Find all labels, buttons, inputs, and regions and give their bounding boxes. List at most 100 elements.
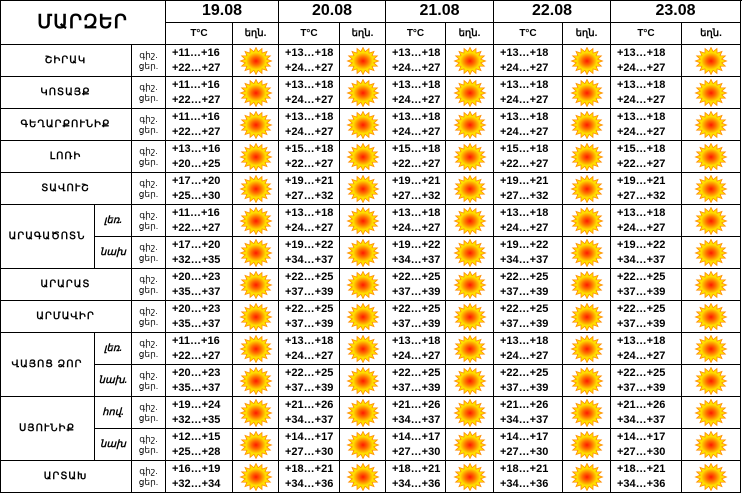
weather-cell	[446, 77, 494, 109]
sun-icon	[238, 46, 273, 75]
night-label: գիշ.	[139, 337, 158, 348]
weather-cell	[446, 461, 494, 493]
subregion-label: լեռ.	[95, 205, 132, 237]
day-temperature: +34…+36	[392, 477, 441, 490]
weather-cell	[446, 269, 494, 301]
sun-icon	[238, 430, 273, 459]
day-night-label: գիշ. ցեր.	[132, 429, 166, 461]
day-label: ցեր.	[138, 188, 159, 199]
temperature-cell: +13…+18 +24…+27	[611, 109, 682, 141]
sun-icon	[238, 334, 273, 363]
subregion-label: նախ	[95, 429, 132, 461]
day-temperature: +24…+27	[285, 221, 334, 234]
temperature-cell: +11…+16 +22…+27	[166, 205, 233, 237]
weather-cell	[340, 429, 386, 461]
weather-cell	[233, 461, 279, 493]
sun-icon	[694, 174, 728, 203]
date-header: 21.08	[386, 0, 494, 23]
night-temperature: +11…+16	[172, 206, 220, 219]
night-temperature: +18…+21	[500, 462, 549, 475]
night-temperature: +15…+18	[285, 142, 334, 155]
sun-icon	[569, 462, 604, 491]
temperature-column-label: T°C	[611, 23, 682, 45]
day-temperature: +34…+37	[285, 253, 334, 266]
temperature-column-label: T°C	[494, 23, 563, 45]
day-label: ցեր.	[138, 156, 159, 167]
night-temperature: +13…+18	[617, 110, 666, 123]
night-temperature: +21…+26	[285, 398, 334, 411]
region-column-title: ՄԱՐԶԵՐ	[0, 0, 166, 45]
temperature-cell: +13…+18 +24…+27	[279, 109, 340, 141]
sun-icon	[345, 46, 380, 75]
day-temperature: +32…+35	[172, 253, 221, 266]
temperature-cell: +22…+25 +37…+39	[279, 269, 340, 301]
day-night-label: գիշ. ցեր.	[132, 269, 166, 301]
night-label: գիշ.	[139, 113, 158, 124]
day-temperature: +24…+27	[500, 93, 549, 106]
day-label: ցեր.	[138, 124, 159, 135]
day-temperature: +25…+28	[172, 445, 221, 458]
weather-cell	[682, 45, 741, 77]
day-temperature: +25…+30	[172, 189, 221, 202]
temperature-cell: +17…+20 +25…+30	[166, 173, 233, 205]
night-temperature: +14…+17	[392, 430, 441, 443]
weather-cell	[233, 365, 279, 397]
weather-cell	[446, 301, 494, 333]
sun-icon	[452, 206, 487, 235]
day-temperature: +24…+27	[285, 61, 334, 74]
day-temperature: +22…+27	[392, 157, 441, 170]
night-temperature: +22…+25	[617, 270, 666, 283]
day-temperature: +34…+36	[500, 477, 549, 490]
temperature-cell: +11…+16 +22…+27	[166, 109, 233, 141]
temperature-cell: +13…+18 +24…+27	[494, 333, 563, 365]
night-temperature: +21…+26	[617, 398, 666, 411]
region-name: ԿՈՏԱՅՔ	[0, 77, 132, 109]
weather-cell	[340, 397, 386, 429]
day-temperature: +24…+27	[500, 61, 549, 74]
temperature-cell: +16…+19 +32…+34	[166, 461, 233, 493]
temperature-cell: +12…+15 +25…+28	[166, 429, 233, 461]
region-name: ՏԱՎՈՒՇ	[0, 173, 132, 205]
sun-icon	[452, 430, 487, 459]
temperature-cell: +22…+25 +37…+39	[386, 365, 446, 397]
temperature-column-label: T°C	[166, 23, 233, 45]
weather-cell	[340, 333, 386, 365]
day-temperature: +24…+27	[617, 61, 666, 74]
temperature-cell: +22…+25 +37…+39	[386, 269, 446, 301]
weather-cell	[682, 365, 741, 397]
night-temperature: +22…+25	[617, 302, 666, 315]
sun-icon	[238, 110, 273, 139]
weather-cell	[340, 365, 386, 397]
day-label: ցեր.	[138, 348, 159, 359]
day-night-label: գիշ. ցեր.	[132, 45, 166, 77]
day-night-label: գիշ. ցեր.	[132, 77, 166, 109]
weather-cell	[563, 333, 611, 365]
night-temperature: +19…+21	[500, 174, 549, 187]
temperature-cell: +13…+18 +24…+27	[611, 205, 682, 237]
weather-cell	[563, 237, 611, 269]
day-temperature: +27…+32	[285, 189, 334, 202]
temperature-cell: +22…+25 +37…+39	[611, 269, 682, 301]
sun-icon	[452, 462, 487, 491]
sun-icon	[694, 302, 728, 331]
sun-icon	[569, 366, 604, 395]
day-temperature: +22…+27	[172, 349, 221, 362]
night-temperature: +19…+21	[285, 174, 334, 187]
temperature-cell: +19…+22 +34…+37	[386, 237, 446, 269]
night-temperature: +13…+18	[617, 334, 666, 347]
sun-icon	[345, 302, 380, 331]
weather-cell	[340, 45, 386, 77]
weather-cell	[563, 301, 611, 333]
sun-icon	[569, 238, 604, 267]
sun-icon	[452, 270, 487, 299]
weather-cell	[682, 173, 741, 205]
temperature-cell: +19…+21 +27…+32	[279, 173, 340, 205]
temperature-cell: +22…+25 +37…+39	[494, 301, 563, 333]
day-temperature: +27…+30	[617, 445, 666, 458]
night-label: գիշ.	[139, 49, 158, 60]
temperature-column-label: T°C	[279, 23, 340, 45]
sun-icon	[569, 46, 604, 75]
sun-icon	[694, 270, 728, 299]
sun-icon	[452, 238, 487, 267]
day-temperature: +37…+39	[500, 285, 549, 298]
